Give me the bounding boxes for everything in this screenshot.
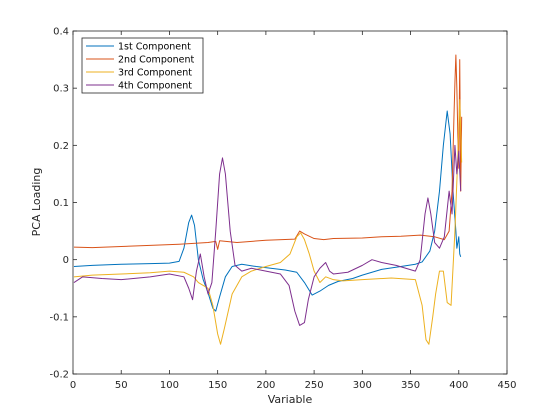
series-line-2 xyxy=(73,54,463,250)
y-tick-label: 0.1 xyxy=(53,198,69,209)
x-axis-label: Variable xyxy=(268,393,313,406)
series-line-3 xyxy=(73,99,463,345)
x-tick-label: 0 xyxy=(70,380,76,391)
legend-label-4: 4th Component xyxy=(118,81,192,92)
y-tick-label: -0.1 xyxy=(49,312,69,323)
x-tick-label: 400 xyxy=(449,380,468,391)
y-tick-label: 0.3 xyxy=(53,84,69,95)
series-line-1 xyxy=(73,110,462,312)
x-tick-label: 50 xyxy=(115,380,128,391)
legend: 1st Component 2nd Component 3rd Componen… xyxy=(81,37,204,94)
series-layer xyxy=(73,54,463,345)
y-axis-label: PCA Loading xyxy=(30,168,43,237)
y-tick-label: -0.2 xyxy=(49,370,69,381)
x-tick-label: 350 xyxy=(401,380,420,391)
legend-entry-1: 1st Component xyxy=(86,42,191,53)
legend-label-1: 1st Component xyxy=(118,42,191,53)
legend-entry-2: 2nd Component xyxy=(86,55,195,66)
y-tick-label: 0 xyxy=(63,255,69,266)
axes-layer: 0 50 100 150 200 250 300 350 400 450 -0.2 -0.1 0 0.1 0… xyxy=(49,27,516,392)
y-tick-label: 0.4 xyxy=(53,27,69,38)
series-line-4 xyxy=(73,144,462,326)
x-tick-label: 300 xyxy=(353,380,372,391)
legend-label-2: 2nd Component xyxy=(118,55,195,66)
x-tick-label: 250 xyxy=(305,380,324,391)
legend-box xyxy=(81,37,204,94)
legend-entry-3: 3rd Component xyxy=(86,68,192,79)
x-tick-label: 450 xyxy=(497,380,516,391)
legend-entry-4: 4th Component xyxy=(86,81,192,92)
legend-label-3: 3rd Component xyxy=(118,68,192,79)
x-tick-label: 200 xyxy=(256,380,275,391)
x-tick-label: 100 xyxy=(160,380,179,391)
y-tick-label: 0.2 xyxy=(53,141,69,152)
x-tick-label: 150 xyxy=(208,380,227,391)
